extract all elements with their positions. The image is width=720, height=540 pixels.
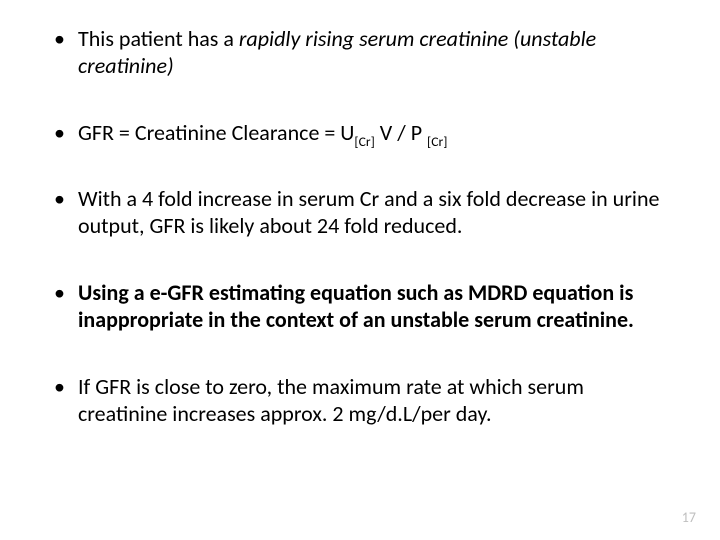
text-run-subscript: [Cr]: [427, 133, 447, 150]
text-run: V / P: [375, 119, 427, 146]
text-run: GFR = Creatinine Clearance = U: [78, 119, 354, 146]
bullet-item: GFR = Creatinine Clearance = U[Cr] V / P…: [48, 120, 672, 147]
bullet-item: With a 4 fold increase in serum Cr and a…: [48, 186, 672, 240]
bullet-item: This patient has a rapidly rising serum …: [48, 26, 672, 80]
bullet-list: This patient has a rapidly rising serum …: [48, 26, 672, 427]
slide-body: This patient has a rapidly rising serum …: [0, 0, 720, 540]
text-run: This patient has a: [78, 25, 239, 52]
text-run-bold: Using a e-GFR estimating equation such a…: [78, 279, 634, 333]
text-run: If GFR is close to zero, the maximum rat…: [78, 373, 584, 427]
text-run-subscript: [Cr]: [354, 133, 374, 150]
page-number: 17: [682, 509, 696, 526]
text-run: With a 4 fold increase in serum Cr and a…: [78, 185, 659, 239]
bullet-item: Using a e-GFR estimating equation such a…: [48, 280, 672, 334]
bullet-item: If GFR is close to zero, the maximum rat…: [48, 374, 672, 428]
